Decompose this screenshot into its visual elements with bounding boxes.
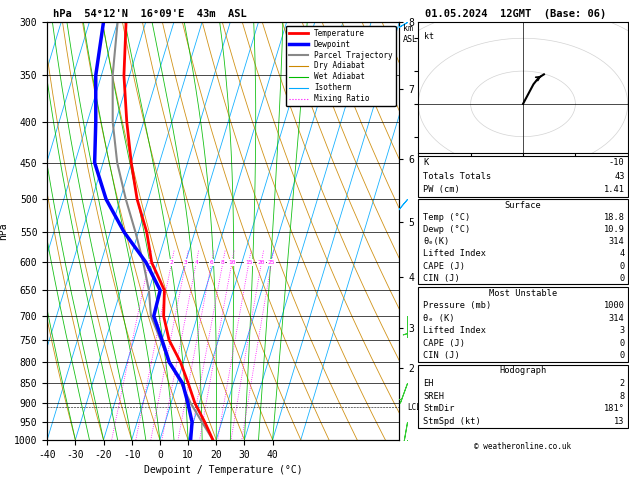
Text: Lifted Index: Lifted Index (423, 249, 486, 259)
Text: 4: 4 (620, 249, 625, 259)
Text: 2: 2 (170, 260, 174, 265)
Text: 1: 1 (147, 260, 151, 265)
Text: 10.9: 10.9 (604, 225, 625, 234)
Text: 4: 4 (194, 260, 198, 265)
Text: 01.05.2024  12GMT  (Base: 06): 01.05.2024 12GMT (Base: 06) (425, 9, 606, 19)
Text: StmDir: StmDir (423, 404, 455, 413)
Text: 43: 43 (614, 172, 625, 181)
Text: km
ASL: km ASL (403, 24, 418, 44)
Text: Pressure (mb): Pressure (mb) (423, 301, 492, 310)
Text: Lifted Index: Lifted Index (423, 326, 486, 335)
Text: 1000: 1000 (604, 301, 625, 310)
Text: 0: 0 (620, 339, 625, 348)
Text: 3: 3 (620, 326, 625, 335)
Text: Surface: Surface (504, 201, 542, 210)
Text: StmSpd (kt): StmSpd (kt) (423, 417, 481, 426)
Y-axis label: hPa: hPa (0, 222, 8, 240)
Text: LCL: LCL (408, 402, 421, 412)
Text: CAPE (J): CAPE (J) (423, 339, 465, 348)
Text: θₑ (K): θₑ (K) (423, 313, 455, 323)
Text: θₑ(K): θₑ(K) (423, 237, 450, 246)
Text: EH: EH (423, 379, 434, 388)
Text: PW (cm): PW (cm) (423, 186, 460, 194)
Text: 10: 10 (228, 260, 236, 265)
Text: Most Unstable: Most Unstable (489, 289, 557, 297)
X-axis label: Dewpoint / Temperature (°C): Dewpoint / Temperature (°C) (144, 465, 303, 475)
Text: Dewp (°C): Dewp (°C) (423, 225, 470, 234)
Text: 13: 13 (614, 417, 625, 426)
Text: 314: 314 (609, 313, 625, 323)
Text: 20: 20 (258, 260, 265, 265)
Text: © weatheronline.co.uk: © weatheronline.co.uk (474, 442, 572, 451)
Text: 8: 8 (221, 260, 225, 265)
Text: CIN (J): CIN (J) (423, 274, 460, 283)
Text: 2: 2 (620, 379, 625, 388)
Text: 314: 314 (609, 237, 625, 246)
Text: kt: kt (423, 32, 433, 41)
Text: 0: 0 (620, 351, 625, 360)
Text: K: K (423, 158, 428, 167)
Text: CIN (J): CIN (J) (423, 351, 460, 360)
Text: 1.41: 1.41 (604, 186, 625, 194)
Text: 3: 3 (184, 260, 187, 265)
Text: 8: 8 (620, 392, 625, 400)
Text: SREH: SREH (423, 392, 444, 400)
Text: CAPE (J): CAPE (J) (423, 261, 465, 271)
Text: 0: 0 (620, 274, 625, 283)
Text: 6: 6 (209, 260, 213, 265)
Text: 18.8: 18.8 (604, 213, 625, 222)
Text: hPa  54°12'N  16°09'E  43m  ASL: hPa 54°12'N 16°09'E 43m ASL (53, 9, 247, 19)
Y-axis label: km
ASL: km ASL (432, 231, 447, 250)
Text: Totals Totals: Totals Totals (423, 172, 492, 181)
Text: Temp (°C): Temp (°C) (423, 213, 470, 222)
Text: 181°: 181° (604, 404, 625, 413)
Text: 15: 15 (245, 260, 253, 265)
Text: Hodograph: Hodograph (499, 366, 547, 375)
Legend: Temperature, Dewpoint, Parcel Trajectory, Dry Adiabat, Wet Adiabat, Isotherm, Mi: Temperature, Dewpoint, Parcel Trajectory… (286, 26, 396, 106)
Text: -10: -10 (609, 158, 625, 167)
Text: 0: 0 (620, 261, 625, 271)
Text: 25: 25 (268, 260, 276, 265)
